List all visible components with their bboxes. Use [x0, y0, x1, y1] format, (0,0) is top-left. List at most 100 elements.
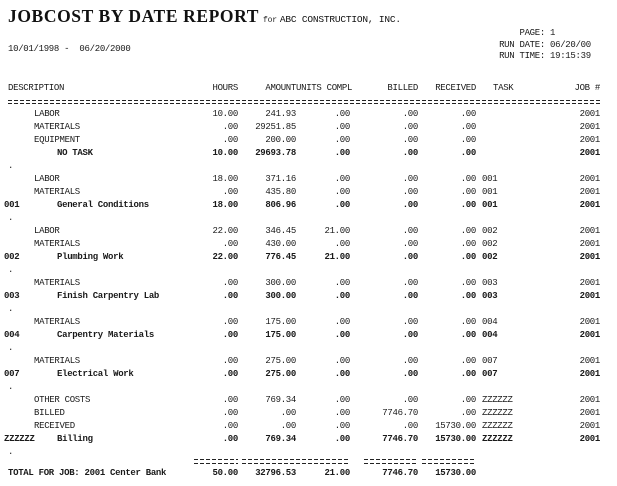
header-separator-line: [8, 100, 600, 104]
cell-received: .00: [460, 330, 477, 340]
description-text: MATERIALS: [34, 356, 80, 366]
description-text: MATERIALS: [34, 187, 80, 197]
cell-task: [476, 134, 528, 147]
cost-detail-row: MATERIALS .00 275.00 .00 .00 .00 007 2001: [8, 355, 600, 368]
cell-units-compl: .00: [334, 174, 351, 184]
cell-job-number: 2001: [579, 135, 601, 145]
cell-billed: .00: [402, 252, 419, 262]
cell-task: ZZZZZZ: [482, 395, 513, 405]
cell-hours: .00: [222, 330, 239, 340]
cell-task: 007: [482, 356, 498, 366]
cell-units-compl: .00: [334, 330, 351, 340]
cell-billed: .00: [402, 356, 419, 366]
cell-description: LABOR: [8, 173, 204, 186]
page-number-line: PAGE: 1: [489, 28, 600, 40]
job-total-billed: 7746.70: [382, 468, 418, 478]
job-total-units: 21.00: [324, 468, 350, 478]
separator-dot: .: [8, 304, 14, 314]
cell-units-compl: .00: [334, 122, 351, 132]
separator-dot: .: [8, 447, 14, 457]
cell-amount: 275.00: [265, 356, 296, 366]
cell-billed: .00: [402, 291, 419, 301]
cell-units-compl: .00: [334, 291, 351, 301]
cell-billed: .00: [402, 148, 419, 158]
cell-billed: .00: [402, 109, 419, 119]
cell-received: .00: [460, 226, 477, 236]
cell-received: .00: [460, 200, 477, 210]
cell-amount: 300.00: [265, 291, 296, 301]
cell-description: 007 Electrical Work: [4, 368, 204, 381]
cell-description: LABOR: [8, 108, 204, 121]
cell-amount: 435.80: [265, 187, 296, 197]
cell-task: [476, 121, 528, 134]
cell-hours: .00: [222, 408, 239, 418]
task-code: 007: [4, 369, 20, 379]
description-text: LABOR: [34, 109, 60, 119]
cell-hours: .00: [222, 434, 239, 444]
cell-received: .00: [460, 408, 477, 418]
cell-job-number: 2001: [579, 174, 601, 184]
cell-amount: 241.93: [265, 109, 296, 119]
cell-job-number: 2001: [579, 200, 601, 210]
cell-received: .00: [460, 252, 477, 262]
cell-task: 002: [482, 252, 498, 262]
cost-detail-row: LABOR 10.00 241.93 .00 .00 .00 2001: [8, 108, 600, 121]
task-summary-row: 001 General Conditions 18.00 806.96 .00 .00 .0…: [4, 199, 601, 212]
cell-job-number: 2001: [579, 226, 601, 236]
separator-dot: .: [8, 343, 14, 353]
task-code: 003: [4, 291, 20, 301]
cell-task: 001: [482, 174, 498, 184]
cell-amount: 175.00: [265, 330, 296, 340]
cell-units-compl: 21.00: [324, 252, 350, 262]
cost-detail-row: LABOR 22.00 346.45 21.00 .00 .00 002 2001: [8, 225, 600, 238]
cell-description: NO TASK: [8, 147, 204, 160]
cell-billed: .00: [402, 135, 419, 145]
cell-job-number: 2001: [579, 369, 601, 379]
cell-hours: .00: [222, 239, 239, 249]
job-total-label: TOTAL FOR JOB: 2001 Center Bank: [8, 468, 167, 478]
cell-description: ZZZZZZ Billing: [4, 433, 204, 446]
table-header-row: DESCRIPTION HOURS AMOUNT UNITS COMPL BIL…: [8, 82, 600, 94]
cell-job-number: 2001: [579, 330, 601, 340]
cost-detail-row: MATERIALS .00 300.00 .00 .00 .00 003 2001: [8, 277, 600, 290]
cell-amount: 806.96: [265, 200, 296, 210]
column-header-received: RECEIVED: [435, 83, 476, 93]
column-header-description: DESCRIPTION: [8, 83, 65, 93]
cell-hours: 22.00: [212, 226, 238, 236]
cost-detail-row: MATERIALS .00 435.80 .00 .00 .00 001 2001: [8, 186, 600, 199]
column-header-units-compl: UNITS COMPL: [296, 83, 353, 93]
cell-received: .00: [460, 187, 477, 197]
task-summary-row: NO TASK 10.00 29693.78 .00 .00 .00 2001: [8, 147, 600, 160]
description-text: LABOR: [34, 174, 60, 184]
totals-rule-hours: [194, 459, 238, 464]
cost-detail-row: MATERIALS .00 430.00 .00 .00 .00 002 2001: [8, 238, 600, 251]
cost-detail-row: LABOR 18.00 371.16 .00 .00 .00 001 2001: [8, 173, 600, 186]
column-header-hours: HOURS: [212, 83, 238, 93]
cell-amount: 769.34: [265, 395, 296, 405]
cell-job-number: 2001: [579, 148, 601, 158]
cell-task: 002: [482, 226, 498, 236]
cell-received: .00: [460, 122, 477, 132]
description-text: MATERIALS: [34, 239, 80, 249]
cell-billed: .00: [402, 278, 419, 288]
cell-amount: 371.16: [265, 174, 296, 184]
description-text: NO TASK: [57, 148, 93, 158]
cell-amount: 430.00: [265, 239, 296, 249]
cell-task: 007: [482, 369, 498, 379]
cell-units-compl: .00: [334, 434, 351, 444]
description-text: OTHER COSTS: [34, 395, 91, 405]
cell-billed: .00: [402, 239, 419, 249]
title-for-text: for: [263, 16, 277, 25]
job-total-row: TOTAL FOR JOB: 2001 Center Bank 50.00 32…: [8, 467, 600, 480]
cost-detail-row: RECEIVED .00 .00 .00 .00 15730.00 ZZZZZZ 2001: [8, 420, 600, 433]
cell-billed: .00: [402, 330, 419, 340]
cell-task: 001: [482, 187, 498, 197]
description-text: MATERIALS: [34, 122, 80, 132]
task-summary-row: 003 Finish Carpentry Lab .00 300.00 .00 .00 .0…: [4, 290, 600, 303]
run-time-label: RUN TIME:: [499, 51, 545, 61]
cell-job-number: 2001: [579, 239, 601, 249]
totals-rule-amount: [242, 459, 296, 464]
task-code: ZZZZZZ: [4, 434, 35, 444]
job-total-hours: 50.00: [212, 468, 238, 478]
cell-amount: .00: [280, 408, 297, 418]
